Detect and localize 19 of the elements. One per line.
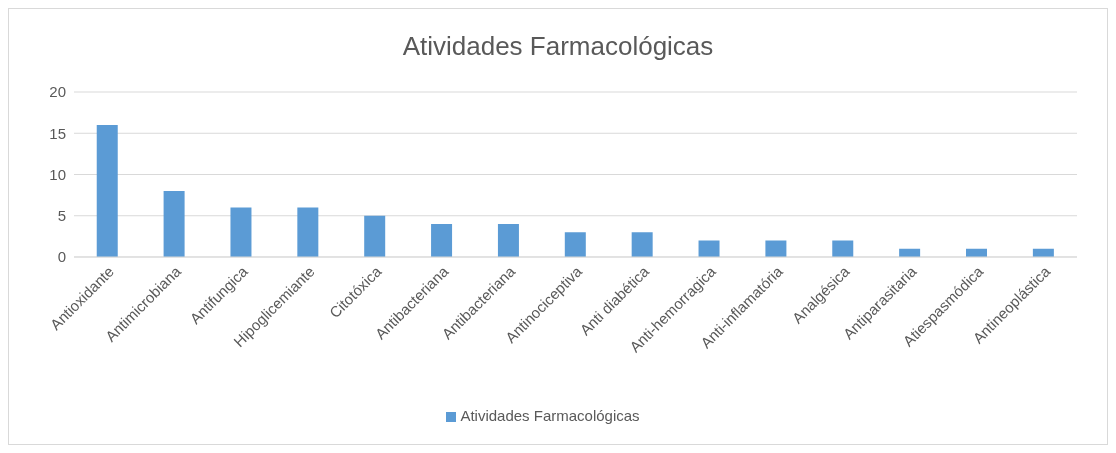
bar <box>96 125 118 257</box>
y-tick-label: 15 <box>49 124 66 142</box>
bar <box>364 215 386 257</box>
chart-title: Atividades Farmacológicas <box>401 31 715 62</box>
legend-label: Atividades Farmacológicas <box>460 407 640 424</box>
bar <box>431 224 453 257</box>
y-tick-label: 5 <box>57 207 66 225</box>
y-tick-label: 10 <box>49 165 66 183</box>
bar <box>832 240 854 257</box>
bar <box>230 207 252 257</box>
bar <box>698 240 720 257</box>
bar <box>297 207 319 257</box>
y-tick-label: 0 <box>57 248 66 266</box>
bar <box>564 232 586 257</box>
bar <box>497 224 519 257</box>
bar <box>631 232 653 257</box>
y-tick-label: 20 <box>49 83 66 101</box>
bar <box>765 240 787 257</box>
bar <box>163 191 185 257</box>
